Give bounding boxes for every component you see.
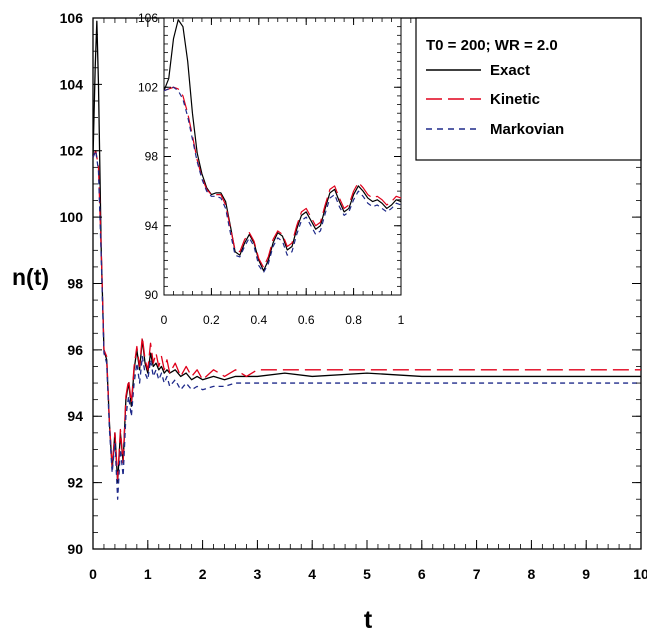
legend-box [415, 17, 642, 161]
main-x-tick-label: 0 [89, 566, 97, 582]
inset-series-line-kinetic [163, 86, 402, 268]
inset-x-tick-label: 0.2 [203, 313, 220, 327]
main-x-tick-label: 3 [254, 566, 262, 582]
main-y-tick-label: 96 [67, 342, 83, 358]
inset-y-tick-label: 90 [145, 288, 159, 302]
inset-x-tick-label: 0.4 [250, 313, 267, 327]
inset-series-group [163, 19, 402, 274]
main-x-tick-label: 5 [363, 566, 371, 582]
inset-y-tick-label: 102 [138, 80, 158, 94]
inset-plot-frame [163, 17, 402, 296]
inset-x-tick-label: 0.6 [298, 313, 315, 327]
inset-axes: 0 0.2 0.4 0.6 0.8 1 90 94 98 102 106 [138, 11, 405, 327]
legend: T0 = 200; WR = 2.0 Exact Kinetic Markovian [415, 17, 642, 161]
main-series-line-kinetic [92, 150, 641, 480]
main-y-tick-label: 98 [67, 275, 83, 291]
main-x-tick-label: 8 [528, 566, 536, 582]
main-y-tick-label: 94 [67, 408, 83, 424]
main-y-tick-label: 100 [60, 209, 84, 225]
legend-entry-exact: Exact [490, 62, 530, 79]
legend-entry-kinetic: Kinetic [490, 91, 540, 108]
legend-items: Exact Kinetic Markovian [426, 62, 564, 138]
main-x-tick-label: 6 [418, 566, 426, 582]
main-y-tick-label: 102 [60, 143, 84, 159]
main-x-tick-label: 10 [633, 566, 647, 582]
main-x-tick-label: 7 [473, 566, 481, 582]
y-axis-label: n(t) [12, 264, 49, 290]
inset-x-tick-label: 0.8 [345, 313, 362, 327]
legend-title: T0 = 200; WR = 2.0 [426, 37, 558, 54]
main-x-tick-label: 1 [144, 566, 152, 582]
inset-series-line-markovian [163, 86, 402, 274]
legend-entry-markovian: Markovian [490, 121, 564, 138]
inset-y-tick-label: 94 [145, 219, 159, 233]
main-y-tick-label: 104 [60, 76, 84, 92]
inset-y-tick-label: 98 [145, 150, 159, 164]
main-y-tick-label: 92 [67, 475, 83, 491]
inset-series-line-exact [163, 19, 402, 272]
main-series-group [92, 20, 641, 500]
main-x-tick-label: 9 [582, 566, 590, 582]
main-y-tick-label: 90 [67, 541, 83, 557]
x-axis-label: t [364, 606, 373, 634]
main-x-tick-label: 2 [199, 566, 207, 582]
main-y-tick-label: 106 [60, 10, 84, 26]
main-x-tick-label: 4 [308, 566, 316, 582]
inset-x-tick-label: 1 [398, 313, 405, 327]
inset-x-tick-label: 0 [161, 313, 168, 327]
main-series-line-markovian [92, 150, 641, 500]
inset-y-tick-label: 106 [138, 11, 158, 25]
